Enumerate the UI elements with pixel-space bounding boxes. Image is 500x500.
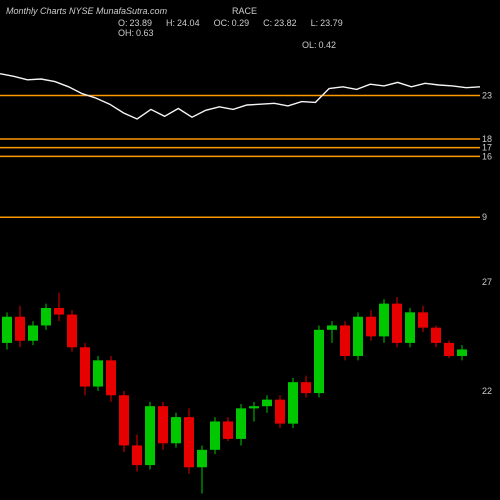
ticker-symbol: RACE [232,6,257,16]
lower-candlestick-chart: 27 22 [0,260,500,500]
site-label: Monthly Charts NYSE MunafaSutra.com [6,6,167,16]
stat-close: C:23.82 [263,18,297,28]
stat-ol: OL:0.42 [302,40,336,50]
chart-container: Monthly Charts NYSE MunafaSutra.com RACE… [0,0,500,500]
header: Monthly Charts NYSE MunafaSutra.com RACE… [0,4,500,32]
stat-oc: OC:0.29 [214,18,250,28]
stat-high: H:24.04 [166,18,200,28]
upper-axis-label: 23 [482,90,492,100]
lower-axis-label: 22 [482,386,492,396]
upper-line-chart: 231817169 [0,52,500,252]
ohlc-stats: O:23.89 H:24.04 OC:0.29 C:23.82 L:23.79 … [118,18,378,38]
stat-oh: OH:0.63 [118,28,154,38]
lower-axis-label: 27 [482,277,492,287]
stat-open: O:23.89 [118,18,152,28]
upper-axis-label: 16 [482,151,492,161]
stat-low: L:23.79 [311,18,343,28]
upper-axis-label: 9 [482,212,487,222]
